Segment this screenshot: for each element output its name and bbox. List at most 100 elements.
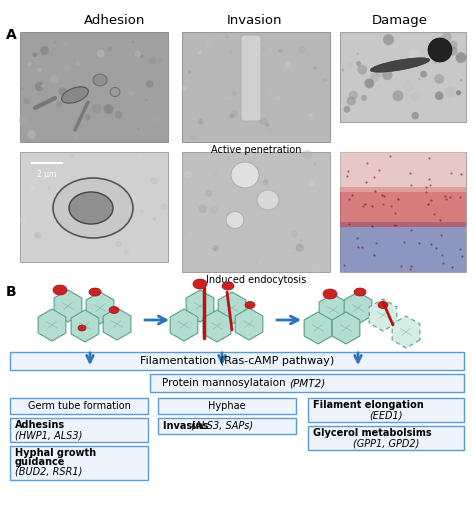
Ellipse shape [62,87,88,103]
Ellipse shape [193,279,207,289]
Polygon shape [304,312,332,344]
Circle shape [376,70,383,77]
Text: (EED1): (EED1) [369,410,403,420]
Circle shape [27,130,36,139]
Circle shape [19,117,27,125]
Circle shape [245,77,250,83]
Circle shape [106,37,109,41]
Circle shape [137,128,140,130]
Circle shape [58,87,67,96]
Circle shape [149,219,156,226]
Circle shape [296,243,304,252]
Circle shape [285,62,291,68]
Circle shape [382,70,392,80]
Circle shape [41,84,45,88]
Text: Germ tube formation: Germ tube formation [27,401,130,411]
Circle shape [394,61,400,67]
Circle shape [151,177,158,184]
Text: Invasins: Invasins [163,421,212,431]
Polygon shape [218,292,246,324]
Circle shape [259,117,266,125]
Ellipse shape [110,87,120,96]
Polygon shape [103,308,131,340]
Ellipse shape [257,190,279,210]
Polygon shape [186,290,214,322]
Circle shape [205,190,212,197]
Circle shape [34,232,41,238]
Circle shape [419,78,420,80]
Polygon shape [54,290,82,322]
Circle shape [71,154,74,158]
Circle shape [63,65,70,72]
Bar [340,152,466,272]
Ellipse shape [78,325,86,331]
Text: (PMT2): (PMT2) [289,378,325,388]
Ellipse shape [245,302,255,308]
Circle shape [357,65,367,75]
Circle shape [309,113,313,117]
Circle shape [146,80,154,88]
Ellipse shape [222,282,234,290]
Circle shape [132,40,135,43]
Circle shape [303,150,312,160]
Circle shape [189,232,192,235]
Circle shape [440,43,450,54]
Circle shape [313,162,317,166]
Circle shape [448,41,458,50]
Circle shape [313,264,321,273]
Circle shape [255,260,259,264]
Polygon shape [369,299,397,331]
Circle shape [153,217,156,221]
Text: Filament elongation: Filament elongation [313,400,424,410]
Circle shape [210,206,219,214]
Circle shape [445,86,456,98]
Circle shape [346,96,356,105]
Circle shape [267,127,273,132]
Text: Hyphal growth: Hyphal growth [15,448,96,458]
Circle shape [160,203,167,210]
Circle shape [259,46,265,52]
Circle shape [433,59,438,64]
Bar [182,152,330,272]
Polygon shape [86,292,114,324]
Text: Induced endocytosis: Induced endocytosis [206,275,306,285]
FancyBboxPatch shape [10,398,148,414]
Text: Filamentation (Ras-cAMP pathway): Filamentation (Ras-cAMP pathway) [140,356,334,366]
Text: Protein mannosylataion: Protein mannosylataion [162,378,289,388]
Circle shape [188,70,191,74]
Circle shape [411,112,419,119]
Bar [20,152,168,262]
Circle shape [140,55,144,58]
Circle shape [198,119,203,125]
Circle shape [37,67,42,72]
Circle shape [456,52,466,63]
Circle shape [435,91,444,100]
Polygon shape [344,292,372,324]
Circle shape [434,74,444,84]
Bar [340,32,466,122]
Ellipse shape [323,289,337,299]
Circle shape [182,85,187,91]
Text: A: A [6,28,17,42]
Circle shape [409,49,420,60]
Ellipse shape [69,192,113,224]
FancyBboxPatch shape [10,352,464,370]
Circle shape [279,49,283,53]
Circle shape [56,101,63,107]
Circle shape [253,55,259,61]
Circle shape [85,114,91,120]
Polygon shape [203,310,231,342]
Circle shape [212,245,219,251]
Circle shape [82,211,86,215]
Circle shape [367,72,369,74]
Text: (ALS3, SAPs): (ALS3, SAPs) [191,421,253,431]
Circle shape [291,231,298,237]
Circle shape [76,189,79,192]
Circle shape [24,99,29,104]
Ellipse shape [231,162,259,188]
Circle shape [35,82,44,91]
Circle shape [268,201,275,209]
Polygon shape [71,310,99,342]
Circle shape [232,91,237,96]
Circle shape [153,124,162,134]
